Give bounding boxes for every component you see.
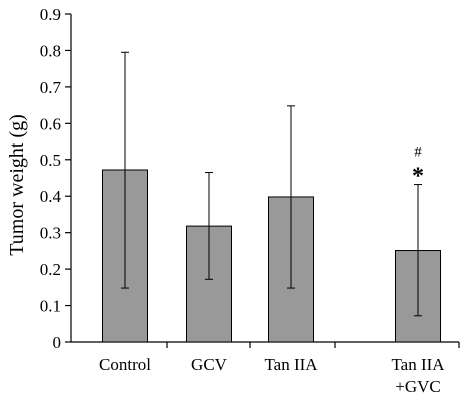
y-axis-ticks: 0 0.1 0.2 0.3 0.4 0.5 0.6 0.7 0.8 0.9 (40, 5, 71, 352)
y-tick-label: 0.2 (40, 260, 61, 279)
y-tick-label: 0.4 (40, 187, 62, 206)
y-tick-label: 0.9 (40, 5, 61, 24)
y-tick-label: 0 (53, 333, 62, 352)
y-tick-label: 0.7 (40, 78, 62, 97)
star-annotation: * (412, 164, 424, 190)
significance-annotations: #* (412, 145, 424, 190)
error-bars (121, 51, 422, 317)
x-tick-label: Tan IIA (264, 355, 318, 374)
x-tick-label-line2: +GVC (395, 377, 440, 396)
y-tick-label: 0.8 (40, 41, 61, 60)
y-axis-title: Tumor weight (g) (6, 114, 28, 255)
y-tick-label: 0.5 (40, 151, 61, 170)
bars (102, 169, 441, 343)
x-tick-label: Tan IIA (391, 355, 445, 374)
x-tick-label: Control (99, 355, 151, 374)
y-tick-label: 0.6 (40, 114, 61, 133)
hash-annotation: # (414, 145, 422, 161)
x-axis-labels: Control GCV Tan IIA Tan IIA +GVC (99, 355, 445, 396)
y-tick-label: 0.1 (40, 297, 61, 316)
y-tick-label: 0.3 (40, 224, 61, 243)
x-tick-label: GCV (191, 355, 228, 374)
